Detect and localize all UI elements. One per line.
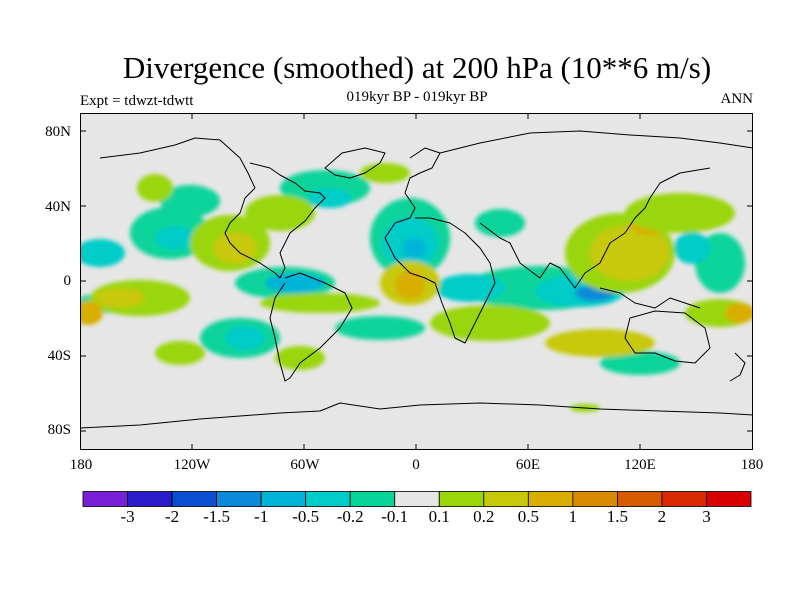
field-patch <box>155 341 205 365</box>
colorbar-swatch <box>661 491 707 507</box>
coast-greenland <box>324 147 386 179</box>
colorbar-tick-label: -1.5 <box>203 507 231 526</box>
lon-label-180e: 180 <box>740 457 764 473</box>
colorbar-tick-label: -0.1 <box>381 507 409 526</box>
colorbar-swatch <box>617 491 663 507</box>
coast-south-america <box>269 272 353 382</box>
coast-australia <box>624 310 711 364</box>
field-patch <box>395 271 425 299</box>
lat-label-80n: 80N <box>45 124 71 140</box>
plot-subtitle: 019kyr BP - 019kyr BP <box>346 89 488 105</box>
field-patch <box>335 316 425 340</box>
colorbar-tick-label: 1 <box>568 507 578 526</box>
field-patch <box>245 195 315 231</box>
field-patch <box>545 329 655 357</box>
field-patch <box>625 193 735 233</box>
colorbar <box>82 491 752 507</box>
colorbar-swatch <box>216 491 262 507</box>
convergence-patches <box>80 170 745 375</box>
colorbar-swatch <box>483 491 529 507</box>
coast-north-america <box>99 137 281 279</box>
axis-ticks <box>80 113 753 450</box>
field-patch <box>403 238 427 258</box>
coastlines <box>80 130 753 429</box>
colorbar-tick-label: 0.5 <box>517 507 539 526</box>
colorbar-swatch <box>305 491 351 507</box>
colorbar-swatch <box>706 491 752 507</box>
lat-label-eq: 0 <box>63 273 72 289</box>
field-patch <box>155 226 195 250</box>
experiment-label: Expt = tdwzt-tdwtt <box>80 93 194 109</box>
colorbar-swatch <box>572 491 618 507</box>
field-patch <box>590 225 670 281</box>
colorbar-swatch <box>260 491 307 507</box>
lat-label-80s: 80S <box>47 422 71 438</box>
colorbar-tick-label: 3 <box>702 507 711 526</box>
field-patch <box>225 326 265 350</box>
field-patch <box>137 174 173 202</box>
field-patch <box>430 305 550 341</box>
colorbar-swatch <box>394 491 440 507</box>
coast-asia-north <box>439 130 753 154</box>
coast-new-zealand <box>729 352 746 382</box>
field-patch <box>600 351 680 375</box>
colorbar-tick-label: 0.2 <box>473 507 495 526</box>
coast-north-america-east <box>249 162 326 279</box>
field-patch <box>160 185 220 217</box>
lon-label-0: 0 <box>412 457 420 473</box>
field-patch <box>308 188 352 208</box>
season-label: ANN <box>720 91 754 107</box>
colorbar-swatch <box>527 491 574 507</box>
lon-label-180w: 180 <box>69 457 93 473</box>
colorbar-swatch <box>82 491 128 507</box>
lat-label-40s: 40S <box>47 348 71 364</box>
divergence-map <box>80 113 753 450</box>
field-patch <box>435 274 505 302</box>
colorbar-tick-label: 0.1 <box>428 507 450 526</box>
plot-title: Divergence (smoothed) at 200 hPa (10**6 … <box>122 50 712 85</box>
lon-label-60w: 60W <box>290 457 320 473</box>
lon-label-120w: 120W <box>173 457 211 473</box>
field-patch <box>265 273 325 293</box>
coast-antarctica <box>80 402 753 429</box>
field-patch <box>275 346 325 370</box>
lon-label-120e: 120E <box>624 457 656 473</box>
colorbar-tick-label: 2 <box>657 507 667 526</box>
field-patch <box>95 288 145 308</box>
field-patch <box>674 232 710 264</box>
field-patch <box>80 301 103 325</box>
field-patch <box>360 163 410 183</box>
field-patch <box>80 239 125 267</box>
field-patch <box>725 303 753 323</box>
colorbar-swatch <box>127 491 173 507</box>
field-patch <box>475 209 525 237</box>
colorbar-tick-label: -2 <box>164 507 180 526</box>
coast-asia-south <box>479 167 711 289</box>
coast-indonesia <box>599 287 701 309</box>
coast-africa <box>384 217 496 344</box>
field-patch <box>260 293 380 313</box>
colorbar-swatch <box>171 491 217 507</box>
colorbar-tick-label: -3 <box>120 507 135 526</box>
lon-label-60e: 60E <box>515 457 541 473</box>
colorbar-tick-label: -0.5 <box>292 507 320 526</box>
colorbar-tick-label: 1.5 <box>606 507 629 526</box>
lat-label-40n: 40N <box>45 199 71 215</box>
colorbar-tick-label: -1 <box>254 507 269 526</box>
divergence-field <box>80 163 753 412</box>
colorbar-swatch <box>349 491 396 507</box>
colorbar-swatch <box>438 491 485 507</box>
colorbar-tick-label: -0.2 <box>336 507 364 526</box>
coast-europe <box>384 147 441 239</box>
